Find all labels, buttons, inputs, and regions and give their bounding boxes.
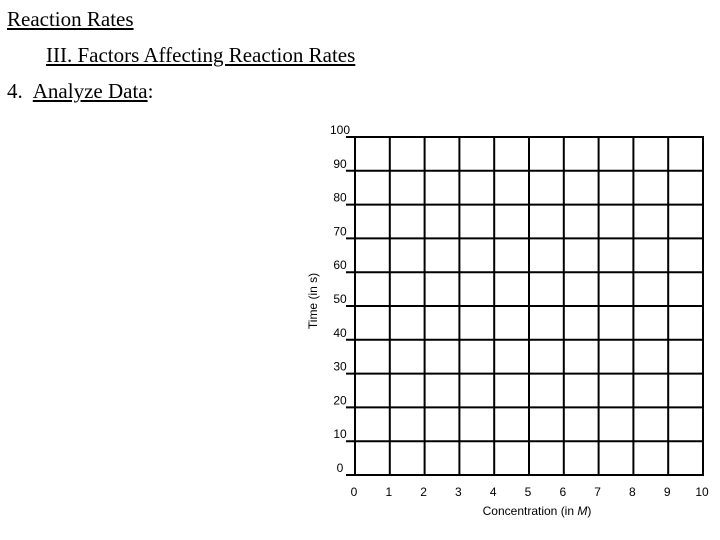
y-tick-label: 90 xyxy=(333,157,347,171)
item-number: 4. xyxy=(7,79,23,103)
x-tick-label: 8 xyxy=(629,485,636,499)
x-axis-label-prefix: Concentration (in xyxy=(483,504,578,518)
y-axis-label: Time (in s) xyxy=(306,273,320,329)
y-tick-label: 60 xyxy=(333,258,347,272)
x-tick-label: 3 xyxy=(455,485,462,499)
x-tick-label: 5 xyxy=(525,485,532,499)
x-tick-label: 7 xyxy=(594,485,601,499)
item-heading: 4. Analyze Data: xyxy=(7,79,153,103)
section-heading: III. Factors Affecting Reaction Rates xyxy=(46,43,356,67)
item-label: Analyze Data xyxy=(32,79,148,103)
x-axis-label: Concentration (in M) xyxy=(483,504,592,518)
y-tick-label: 70 xyxy=(333,224,347,238)
x-tick-label: 0 xyxy=(351,485,358,499)
x-tick-label: 1 xyxy=(385,485,392,499)
item-suffix: : xyxy=(147,79,154,103)
x-tick-label: 10 xyxy=(695,485,709,499)
x-axis-label-unit: M xyxy=(577,504,587,518)
y-tick-label: 30 xyxy=(333,360,347,374)
x-tick-label: 2 xyxy=(420,485,427,499)
x-tick-label: 9 xyxy=(664,485,671,499)
x-tick-label: 6 xyxy=(559,485,566,499)
x-tick-label: 4 xyxy=(490,485,497,499)
y-tick-label: 50 xyxy=(333,292,347,306)
x-axis-label-suffix: ) xyxy=(587,504,591,518)
y-tick-label: 20 xyxy=(333,393,347,407)
y-tick-label: 40 xyxy=(333,326,347,340)
page-title: Reaction Rates xyxy=(7,7,134,31)
grid-lines xyxy=(346,136,704,476)
y-tick-label: 10 xyxy=(333,427,347,441)
y-tick-label: 100 xyxy=(330,123,350,137)
y-tick-label: 80 xyxy=(333,191,347,205)
y-tick-label: 0 xyxy=(337,461,344,475)
